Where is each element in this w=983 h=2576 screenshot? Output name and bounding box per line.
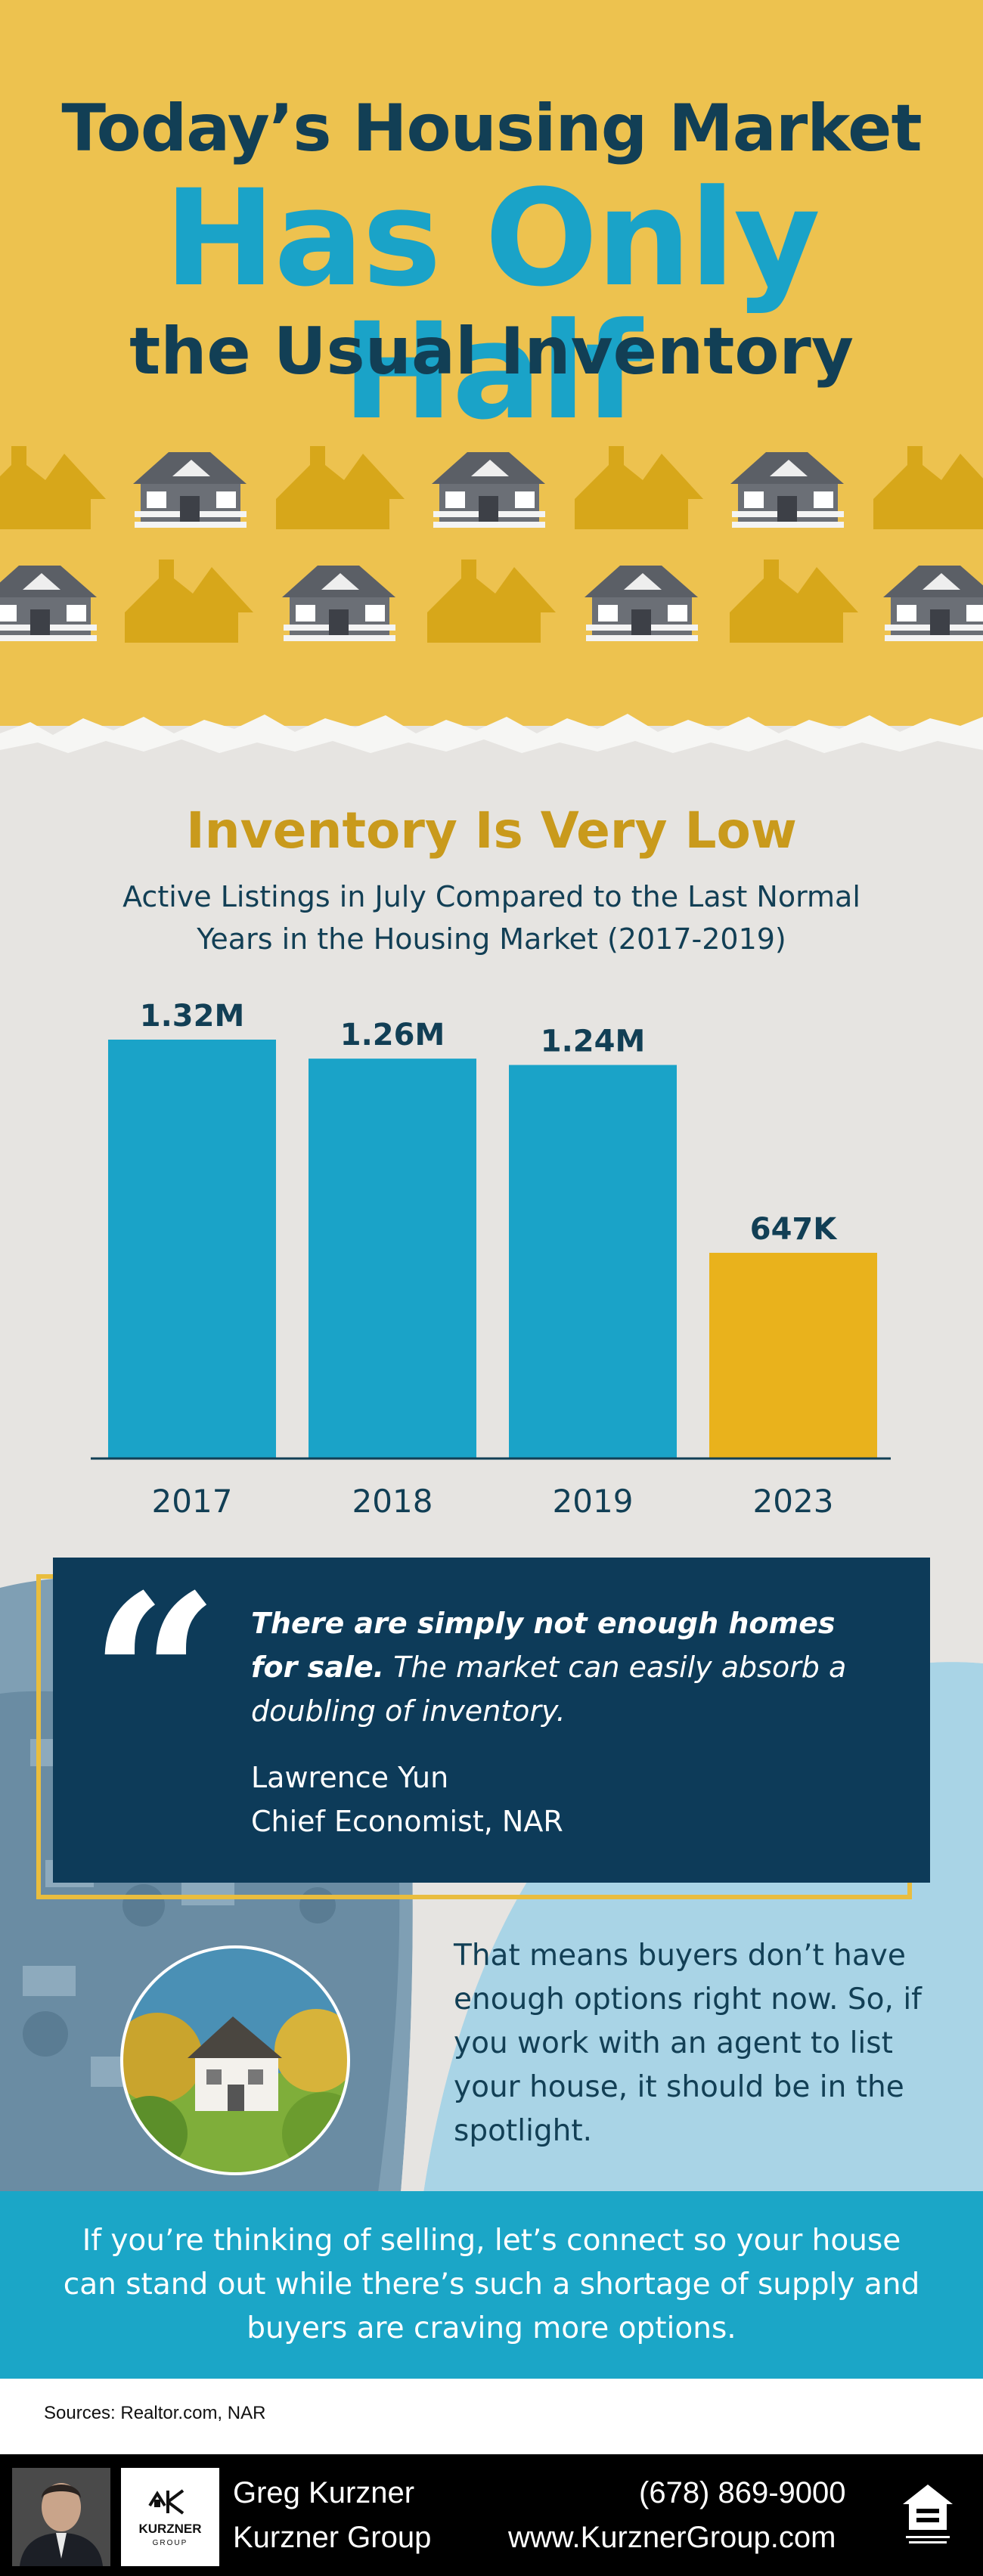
logo-subtext: GROUP <box>153 2539 188 2547</box>
cta-text: If you’re thinking of selling, let’s con… <box>63 2224 920 2345</box>
company-name: Kurzner Group <box>233 2521 432 2554</box>
headline-line-3: the Usual Inventory <box>129 314 854 389</box>
bar-value-label-2019: 1.24M <box>541 1025 646 1059</box>
bar-chart: 1.32M 2017 1.26M 2018 1.24M 2019 647K 2023 <box>91 999 891 1520</box>
x-tick-label-2018: 2018 <box>352 1483 433 1520</box>
chart-subtitle-line-2: Years in the Housing Market (2017-2019) <box>197 922 786 956</box>
headline-line-2: Has Only Half <box>163 161 820 449</box>
bar-2018 <box>309 1059 476 1458</box>
torn-paper-edge <box>0 714 983 771</box>
bar-value-label-2018: 1.26M <box>340 1018 445 1052</box>
company-logo: KURZNER GROUP <box>121 2468 219 2566</box>
chart-title: Inventory Is Very Low <box>186 801 797 860</box>
website-link[interactable]: www.KurznerGroup.com <box>508 2521 836 2554</box>
quote-author-name: Lawrence Yun <box>251 1761 449 1794</box>
bar-2019 <box>509 1065 677 1458</box>
quote-author: Lawrence Yun Chief Economist, NAR <box>251 1756 563 1843</box>
chart-subtitle: Active Listings in July Compared to the … <box>0 876 983 960</box>
bar-value-label-2023: 647K <box>750 1212 838 1247</box>
quote-mark-icon: “ <box>89 1545 220 1812</box>
sources-bar <box>0 2379 983 2454</box>
x-tick-label-2023: 2023 <box>753 1483 834 1520</box>
bar-value-label-2017: 1.32M <box>140 999 245 1034</box>
quote-bold-text: There are simply not enough homes for sa… <box>251 1607 836 1684</box>
logo-wordmark: KURZNER <box>138 2522 201 2536</box>
bar-2023 <box>709 1252 877 1458</box>
cta-banner <box>0 2191 983 2379</box>
agent-name: Greg Kurzner <box>233 2476 415 2509</box>
x-tick-label-2019: 2019 <box>553 1483 634 1520</box>
home-photo <box>120 1945 350 2175</box>
sources-text: Sources: Realtor.com, NAR <box>44 2403 266 2423</box>
chart-subtitle-line-1: Active Listings in July Compared to the … <box>122 880 861 913</box>
agent-photo <box>12 2468 110 2566</box>
equal-housing-icon <box>903 2485 953 2543</box>
quote-text: There are simply not enough homes for sa… <box>251 1601 871 1733</box>
quote-author-title: Chief Economist, NAR <box>251 1805 563 1838</box>
phone-number[interactable]: (678) 869-9000 <box>639 2476 846 2509</box>
quote-box <box>53 1558 930 1883</box>
bar-2017 <box>108 1040 276 1458</box>
quote-body-text: The market can easily absorb a doubling … <box>251 1651 847 1728</box>
headline-line-1: Today’s Housing Market <box>61 91 922 166</box>
x-tick-label-2017: 2017 <box>152 1483 233 1520</box>
explanation-text: That means buyers don’t have enough opti… <box>454 1939 922 2148</box>
